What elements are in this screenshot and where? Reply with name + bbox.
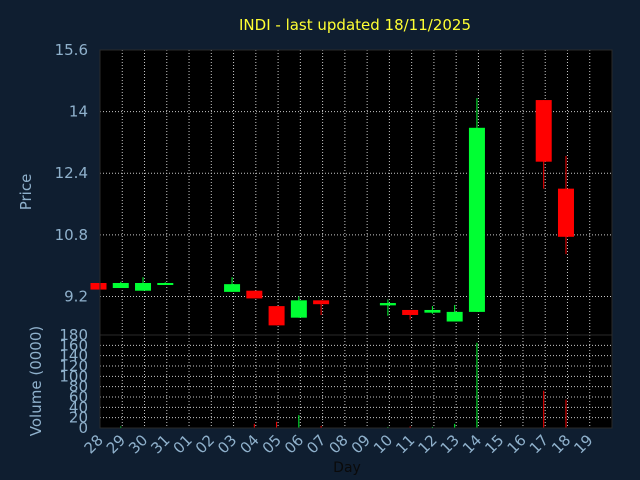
volume-y-tick-label: 40 [69, 398, 88, 416]
candle-body [535, 100, 552, 162]
volume-y-tick-label: 60 [69, 388, 88, 406]
candle-body [224, 284, 241, 292]
volume-y-tick-label: 140 [59, 347, 88, 365]
volume-y-tick-label: 120 [59, 357, 88, 375]
price-y-tick-label: 14 [69, 103, 88, 121]
candle-body [557, 188, 574, 237]
candle-body [290, 300, 307, 318]
volume-y-tick-label: 180 [59, 326, 88, 344]
candles [90, 98, 574, 326]
chart-title: INDI - last updated 18/11/2025 [239, 16, 471, 34]
candle-body [379, 303, 396, 306]
volume-y-tick-label: 20 [69, 409, 88, 427]
candle-body [446, 311, 463, 322]
volume-y-tick-label: 160 [59, 336, 88, 354]
price-y-tick-labels: 15.6 14 12.4 10.8 9.2 [55, 41, 88, 305]
candle-body [402, 309, 419, 315]
volume-axis-label: Volume (0000) [27, 326, 45, 436]
x-tick-labels: 2829303101020304050607080910111213141516… [81, 431, 597, 457]
volume-y-tick-label: 80 [69, 378, 88, 396]
x-tick-label: 19 [570, 431, 596, 457]
plot-frame [99, 49, 613, 429]
candle-body [313, 300, 330, 305]
candle-body [135, 283, 152, 291]
price-plot-area [100, 50, 612, 335]
x-axis-label: Day [333, 460, 361, 476]
candle-body [424, 309, 441, 313]
candle-body [90, 283, 107, 290]
price-y-tick-label: 10.8 [55, 226, 88, 244]
volume-plot-area [100, 335, 612, 428]
price-y-tick-label: 15.6 [55, 41, 88, 59]
volume-y-tick-label: 0 [78, 419, 88, 437]
candle-body [157, 283, 174, 286]
price-axis-label: Price [17, 174, 35, 211]
volume-y-tick-label: 100 [59, 367, 88, 385]
price-y-tick-label: 9.2 [64, 287, 88, 305]
price-y-tick-label: 12.4 [55, 164, 88, 182]
candle-body [112, 283, 129, 289]
candle-body [246, 290, 263, 299]
candle-body [268, 306, 285, 326]
candle-body [468, 127, 485, 312]
